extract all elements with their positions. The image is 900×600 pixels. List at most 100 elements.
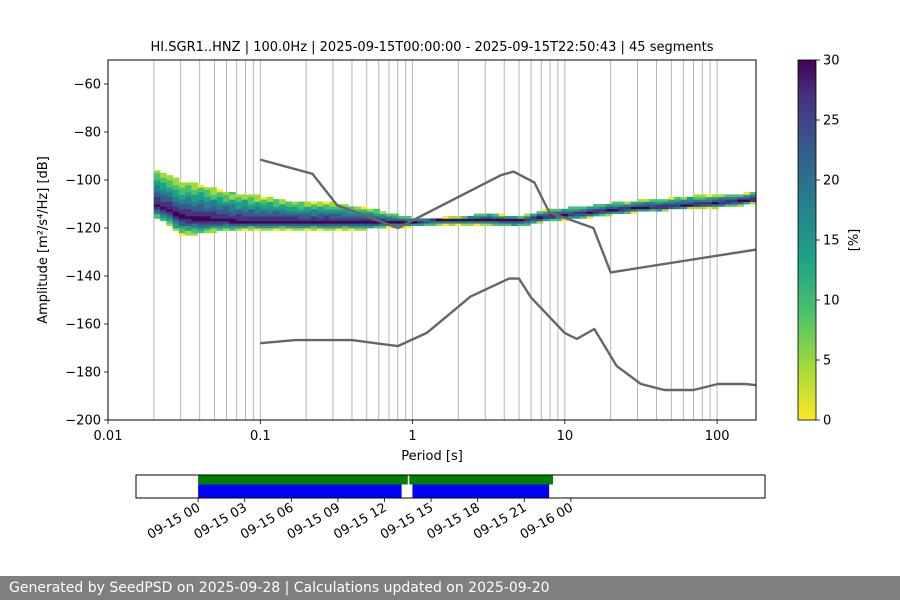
density-cell: [241, 204, 249, 207]
density-cell: [354, 218, 362, 222]
density-cell: [285, 213, 293, 217]
density-cell: [367, 220, 374, 224]
density-cell: [166, 199, 174, 202]
density-cell: [423, 220, 431, 224]
density-cell: [266, 216, 274, 219]
y-tick-label: −100: [65, 174, 101, 189]
density-cell: [574, 208, 581, 212]
psd-segment: [198, 484, 402, 498]
density-cell: [273, 211, 280, 214]
density-cell: [222, 192, 230, 195]
density-cell: [379, 216, 387, 219]
density-cell: [329, 211, 337, 214]
density-cell: [241, 208, 249, 212]
density-cell: [229, 228, 236, 231]
density-cell: [379, 211, 387, 214]
density-cell: [178, 220, 186, 224]
density-cell: [291, 223, 299, 226]
density-cell: [235, 194, 243, 198]
density-cell: [153, 170, 161, 174]
density-cell: [530, 218, 537, 222]
density-cell: [197, 208, 205, 212]
density-cell: [655, 208, 663, 212]
density-cell: [674, 196, 682, 200]
density-cell: [298, 201, 305, 205]
density-cell: [448, 216, 456, 219]
density-cell: [160, 199, 167, 202]
density-cell: [197, 223, 205, 226]
density-cell: [310, 211, 318, 214]
x-axis-label: Period [s]: [401, 449, 463, 464]
density-cell: [417, 218, 424, 222]
density-cell: [304, 225, 312, 229]
density-cell: [153, 187, 161, 190]
density-cell: [385, 213, 393, 217]
density-cell: [291, 208, 299, 212]
density-cell: [178, 192, 186, 195]
density-cell: [266, 201, 274, 205]
density-cell: [191, 192, 199, 195]
density-cell: [705, 199, 713, 202]
density-cell: [291, 225, 299, 229]
density-cell: [310, 223, 318, 226]
density-cell: [542, 211, 550, 214]
density-cell: [204, 196, 211, 200]
density-cell: [229, 199, 236, 202]
density-cell: [310, 208, 318, 212]
density-cell: [166, 206, 174, 210]
density-cell: [454, 220, 462, 224]
density-cell: [229, 208, 236, 212]
density-cell: [304, 201, 312, 205]
density-cell: [705, 201, 713, 205]
density-cell: [316, 220, 324, 224]
density-cell: [492, 218, 500, 222]
density-cell: [279, 216, 286, 219]
footer: Generated by SeedPSD on 2025-09-28 | Cal…: [0, 576, 900, 600]
density-cell: [298, 208, 305, 212]
density-cell: [373, 223, 381, 226]
density-cell: [668, 201, 675, 205]
plot-frame: [107, 59, 757, 421]
density-cell: [185, 182, 192, 186]
density-cell: [329, 223, 337, 226]
density-cell: [185, 196, 192, 200]
density-cell: [185, 204, 192, 207]
y-tick-label: −200: [65, 414, 101, 429]
density-cell: [222, 220, 230, 224]
density-cell: [354, 216, 362, 219]
density-cell: [486, 223, 493, 226]
density-cell: [210, 196, 217, 200]
density-cell: [229, 192, 236, 195]
density-cell: [624, 201, 631, 205]
density-cell: [266, 208, 274, 212]
density-cell: [561, 218, 569, 222]
density-cell: [185, 218, 192, 222]
density-cell: [210, 201, 217, 205]
density-cell: [254, 213, 261, 217]
density-cell: [197, 187, 205, 190]
density-cell: [580, 216, 588, 219]
density-cell: [241, 199, 249, 202]
density-cell: [260, 216, 268, 219]
density-cell: [178, 189, 186, 193]
density-cell: [210, 223, 217, 226]
density-cell: [316, 201, 324, 205]
density-cell: [285, 216, 293, 219]
density-cell: [668, 196, 675, 200]
density-cell: [316, 206, 324, 210]
density-cell: [273, 218, 280, 222]
density-cell: [166, 220, 174, 224]
density-cell: [153, 208, 161, 212]
density-cell: [323, 218, 330, 222]
density-cell: [185, 189, 192, 193]
density-cell: [197, 211, 205, 214]
density-cell: [367, 208, 374, 212]
density-cell: [724, 201, 732, 205]
density-cell: [273, 201, 280, 205]
density-cell: [605, 204, 613, 207]
density-cell: [599, 211, 606, 214]
density-cell: [247, 225, 255, 229]
density-cell: [354, 223, 362, 226]
density-cell: [216, 213, 224, 217]
density-cell: [398, 223, 406, 226]
